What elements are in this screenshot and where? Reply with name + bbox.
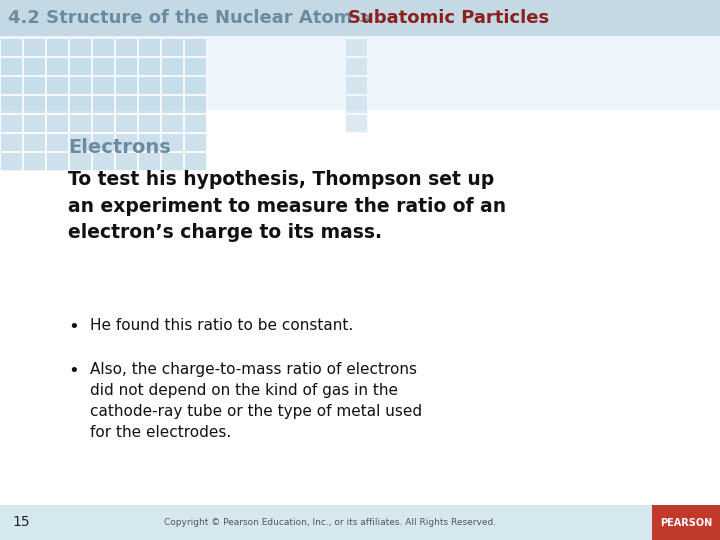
Bar — [138, 38, 160, 56]
Bar — [46, 114, 68, 132]
Bar — [69, 38, 91, 56]
Bar — [184, 76, 206, 94]
Bar — [46, 76, 68, 94]
Bar — [92, 76, 114, 94]
Bar — [46, 152, 68, 170]
Bar — [115, 38, 137, 56]
Bar — [345, 38, 367, 56]
Text: Subatomic Particles: Subatomic Particles — [348, 9, 549, 27]
Bar — [161, 38, 183, 56]
Bar — [69, 133, 91, 151]
Bar — [184, 114, 206, 132]
Bar — [46, 57, 68, 75]
Bar — [23, 57, 45, 75]
Bar — [652, 505, 720, 540]
Bar — [69, 76, 91, 94]
Bar — [161, 95, 183, 113]
Bar — [161, 152, 183, 170]
Bar — [0, 110, 720, 505]
Bar — [92, 133, 114, 151]
Bar — [345, 76, 367, 94]
Bar — [0, 133, 22, 151]
Bar — [138, 57, 160, 75]
Bar — [184, 133, 206, 151]
Bar — [23, 133, 45, 151]
Bar — [345, 95, 367, 113]
Bar — [46, 95, 68, 113]
Bar — [138, 114, 160, 132]
Bar — [69, 152, 91, 170]
Bar — [161, 76, 183, 94]
Bar — [115, 57, 137, 75]
Text: 15: 15 — [12, 516, 30, 530]
Bar — [0, 152, 22, 170]
Bar — [0, 38, 22, 56]
Bar — [161, 114, 183, 132]
Text: He found this ratio to be constant.: He found this ratio to be constant. — [90, 318, 354, 333]
Bar — [69, 114, 91, 132]
Bar — [0, 0, 720, 36]
Bar — [161, 133, 183, 151]
Bar — [23, 114, 45, 132]
Bar — [92, 57, 114, 75]
Bar — [0, 95, 22, 113]
Bar — [69, 57, 91, 75]
Bar — [115, 76, 137, 94]
Text: To test his hypothesis, Thompson set up
an experiment to measure the ratio of an: To test his hypothesis, Thompson set up … — [68, 170, 506, 242]
Bar — [92, 38, 114, 56]
Bar — [115, 133, 137, 151]
Bar — [138, 95, 160, 113]
Bar — [92, 152, 114, 170]
Bar — [92, 95, 114, 113]
Bar — [138, 152, 160, 170]
Text: •: • — [68, 318, 78, 336]
Bar — [0, 114, 22, 132]
Bar — [345, 57, 367, 75]
Bar — [69, 95, 91, 113]
Bar — [115, 114, 137, 132]
Bar — [23, 76, 45, 94]
Bar — [0, 76, 22, 94]
Text: Also, the charge-to-mass ratio of electrons
did not depend on the kind of gas in: Also, the charge-to-mass ratio of electr… — [90, 362, 422, 440]
Bar — [184, 152, 206, 170]
Bar — [23, 38, 45, 56]
Bar — [115, 95, 137, 113]
Text: 4.2 Structure of the Nuclear Atom >: 4.2 Structure of the Nuclear Atom > — [8, 9, 380, 27]
Bar — [345, 114, 367, 132]
Bar — [0, 57, 22, 75]
Text: Copyright © Pearson Education, Inc., or its affiliates. All Rights Reserved.: Copyright © Pearson Education, Inc., or … — [164, 518, 496, 527]
Bar — [138, 76, 160, 94]
Bar — [184, 95, 206, 113]
Text: •: • — [68, 362, 78, 380]
Bar — [92, 114, 114, 132]
Bar — [184, 57, 206, 75]
Text: Electrons: Electrons — [68, 138, 171, 157]
Bar — [161, 57, 183, 75]
Bar — [115, 152, 137, 170]
Bar — [46, 38, 68, 56]
Bar — [0, 505, 720, 540]
Bar — [138, 133, 160, 151]
Bar — [46, 133, 68, 151]
Bar — [23, 95, 45, 113]
Bar — [23, 152, 45, 170]
Bar — [184, 38, 206, 56]
Text: PEARSON: PEARSON — [660, 517, 712, 528]
